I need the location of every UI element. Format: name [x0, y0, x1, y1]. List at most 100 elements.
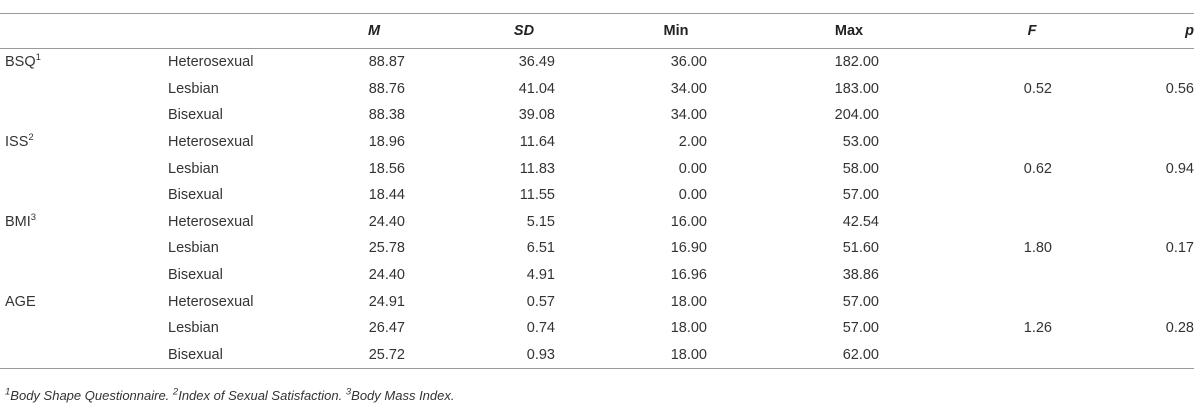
group-cell: Lesbian	[168, 240, 219, 257]
group-cell: Bisexual	[168, 107, 223, 124]
variable-footnote-marker: 1	[35, 52, 41, 64]
table-row: BMI3 Heterosexual 24.40 5.15 16.00 42.54	[0, 209, 1194, 236]
variable-footnote-marker: 3	[30, 212, 37, 224]
p-value-cell: 0.56	[1165, 80, 1194, 97]
p-value-cell: 0.17	[1165, 240, 1194, 257]
sd-cell: 39.08	[518, 107, 555, 124]
sd-cell: 11.83	[519, 160, 555, 177]
table-footnote: 1Body Shape Questionnaire. 2Index of Sex…	[5, 386, 455, 403]
min-cell: 18.00	[670, 293, 707, 310]
variable-cell	[0, 182, 168, 209]
variable-cell: BSQ1	[0, 49, 168, 76]
variable-cell	[0, 235, 168, 262]
max-cell: 182.00	[834, 54, 879, 71]
mean-cell: 18.44	[368, 187, 405, 204]
group-cell: Bisexual	[168, 341, 343, 370]
min-cell: 36.00	[670, 54, 707, 71]
table-row: Lesbian 88.76 41.04 34.00 183.00 0.52 0.56	[0, 76, 1194, 103]
table-header-row: M SD Min Max F p	[0, 13, 1194, 49]
max-cell: 204.00	[834, 107, 879, 124]
footnote-marker-1: 1	[5, 386, 11, 398]
variable-name: BMI	[5, 213, 31, 230]
mean-cell: 24.91	[368, 293, 405, 310]
header-f: F	[1012, 13, 1052, 49]
f-value-cell	[1012, 102, 1052, 129]
f-value-cell	[1012, 182, 1052, 209]
sd-cell: 11.55	[519, 187, 555, 204]
variable-name: ISS	[5, 134, 29, 151]
min-cell: 0.00	[678, 160, 707, 177]
p-value-cell	[1156, 209, 1194, 236]
group-cell: Bisexual	[168, 267, 223, 284]
max-cell: 57.00	[842, 187, 879, 204]
sd-cell: 4.91	[526, 267, 555, 284]
variable-cell	[0, 341, 168, 370]
p-value-cell: 0.28	[1165, 320, 1194, 337]
f-value-cell: 0.62	[1023, 160, 1052, 177]
footnote-text-2: Index of Sexual Satisfaction.	[178, 388, 346, 403]
group-cell: Bisexual	[168, 187, 223, 204]
group-cell: Lesbian	[168, 80, 219, 97]
max-cell: 183.00	[834, 80, 879, 97]
p-value-cell: 0.94	[1165, 160, 1194, 177]
mean-cell: 18.96	[368, 134, 405, 151]
p-value-cell	[1156, 102, 1194, 129]
sd-cell: 5.15	[526, 213, 555, 230]
max-cell: 57.00	[842, 320, 879, 337]
variable-cell: BMI3	[0, 209, 168, 236]
variable-name: AGE	[5, 293, 36, 310]
min-cell: 34.00	[670, 80, 707, 97]
table-row: Lesbian 25.78 6.51 16.90 51.60 1.80 0.17	[0, 235, 1194, 262]
f-value-cell	[1012, 209, 1052, 236]
sd-cell: 11.64	[519, 134, 555, 151]
table-row: Bisexual 25.72 0.93 18.00 62.00	[0, 341, 1194, 370]
f-value-cell	[1012, 341, 1052, 370]
footnote-marker-3: 3	[345, 386, 352, 398]
max-cell: 38.86	[842, 267, 879, 284]
group-cell: Heterosexual	[168, 293, 254, 310]
footnote-marker-2: 2	[172, 386, 179, 398]
p-value-cell	[1156, 288, 1194, 315]
header-max: Max	[819, 13, 879, 49]
table-row: Lesbian 26.47 0.74 18.00 57.00 1.26 0.28	[0, 315, 1194, 342]
group-cell: Heterosexual	[168, 134, 254, 151]
min-cell: 16.00	[670, 213, 707, 230]
mean-cell: 25.72	[343, 341, 405, 370]
sd-cell: 6.51	[526, 240, 555, 257]
f-value-cell: 1.26	[1023, 320, 1052, 337]
f-value-cell	[1012, 129, 1052, 156]
mean-cell: 25.78	[368, 240, 405, 257]
max-cell: 62.00	[819, 341, 879, 370]
variable-cell: ISS2	[0, 129, 168, 156]
header-m: M	[343, 13, 405, 49]
sd-cell: 36.49	[518, 54, 555, 71]
header-variable	[0, 13, 168, 49]
mean-cell: 88.38	[368, 107, 405, 124]
max-cell: 53.00	[842, 134, 879, 151]
sd-cell: 0.74	[526, 320, 555, 337]
p-value-cell	[1156, 341, 1194, 370]
mean-cell: 88.76	[368, 80, 405, 97]
max-cell: 51.60	[842, 240, 879, 257]
max-cell: 57.00	[842, 293, 879, 310]
min-cell: 16.96	[670, 267, 707, 284]
footnote-text-3: Body Mass Index.	[351, 388, 455, 403]
group-cell: Lesbian	[168, 160, 219, 177]
footnote-text-1: Body Shape Questionnaire.	[10, 388, 173, 403]
f-value-cell: 1.80	[1023, 240, 1052, 257]
variable-footnote-marker: 2	[28, 132, 34, 144]
f-value-cell	[1012, 49, 1052, 76]
table-row: Bisexual 88.38 39.08 34.00 204.00	[0, 102, 1194, 129]
min-cell: 0.00	[678, 187, 707, 204]
mean-cell: 88.87	[368, 54, 405, 71]
min-cell: 16.90	[670, 240, 707, 257]
max-cell: 58.00	[842, 160, 879, 177]
table-row: Lesbian 18.56 11.83 0.00 58.00 0.62 0.94	[0, 155, 1194, 182]
group-cell: Heterosexual	[168, 213, 254, 230]
f-value-cell	[1012, 262, 1052, 289]
variable-cell	[0, 155, 168, 182]
variable-cell	[0, 262, 168, 289]
group-cell: Heterosexual	[168, 54, 254, 71]
mean-cell: 24.40	[368, 267, 405, 284]
